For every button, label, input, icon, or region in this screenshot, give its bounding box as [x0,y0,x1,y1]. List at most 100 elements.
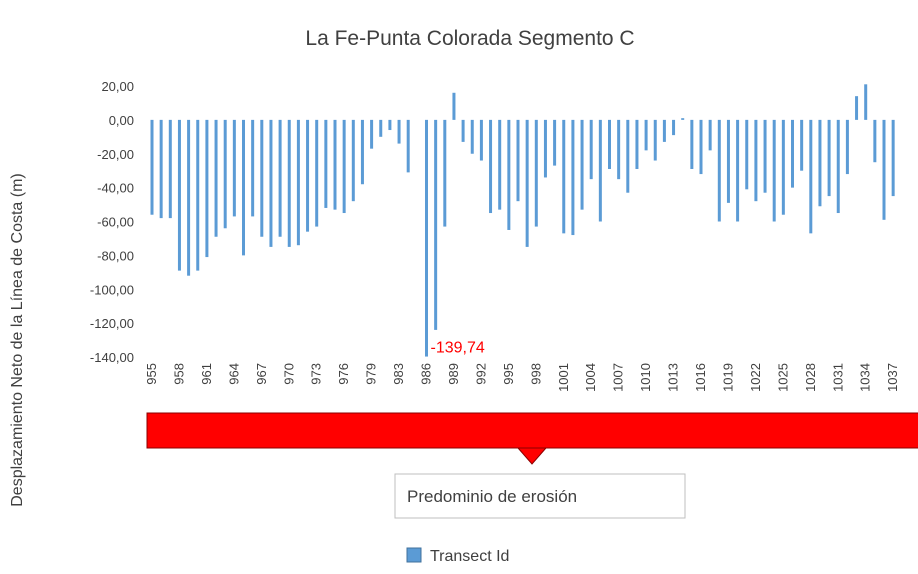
x-tick-label: 1010 [638,363,653,392]
x-tick-label: 1019 [720,363,735,392]
bar [177,119,181,271]
bar [699,119,703,175]
bar [562,119,566,234]
annotation-box [394,473,686,519]
bar [891,119,895,197]
bar [205,119,209,258]
bar [251,119,255,217]
legend-swatch [406,547,422,563]
x-tick-label: 983 [391,363,406,385]
x-tick-label: 1004 [583,363,598,392]
bar [525,119,529,247]
bar [214,119,218,237]
bar [196,119,200,271]
y-tick-label: -140,00 [90,350,134,365]
bar [406,119,410,173]
bar [653,119,657,161]
bar [187,119,191,276]
bar [672,119,676,136]
x-tick-label: 1001 [556,363,571,392]
x-tick-label: 992 [473,363,488,385]
bar [855,96,859,120]
bar [626,119,630,193]
bar [809,119,813,234]
bar [443,119,447,227]
bar [534,119,538,227]
bar [763,119,767,193]
bar [360,119,364,185]
bar [479,119,483,161]
bar [608,119,611,169]
bar [269,119,273,247]
bar [507,119,511,230]
bar [589,119,593,180]
bar [370,119,374,149]
bar [800,119,804,171]
bar [681,118,685,120]
y-tick-label: -120,00 [90,316,134,331]
bar [516,119,520,202]
x-tick-label: 1031 [830,363,845,392]
x-tick-label: 1028 [803,363,818,392]
x-tick-label: 973 [309,363,324,385]
x-tick-label: 1037 [885,363,900,392]
bar [864,84,868,120]
bar [791,119,794,188]
bar [434,119,438,330]
bar [845,119,849,175]
x-tick-label: 995 [501,363,516,385]
bar [452,92,456,120]
bar [781,119,785,215]
bar [461,119,465,142]
x-tick-label: 1016 [693,363,708,392]
erosion-band [146,412,918,449]
bar [388,119,392,131]
bar [278,119,282,237]
bar [617,119,621,180]
x-tick-label: 979 [364,363,379,385]
bar [315,119,319,227]
y-tick-label: 20,00 [101,79,134,94]
bar [873,119,877,163]
bar [425,119,428,357]
bar [827,119,831,197]
x-tick-label: 1007 [611,363,626,392]
x-tick-label: 958 [171,363,186,385]
bar [571,119,575,236]
x-tick-label: 976 [336,363,351,385]
x-tick-label: 1022 [748,363,763,392]
annotation: Predominio de erosión [407,487,577,506]
x-tick-label: 967 [254,363,269,385]
bar [242,119,245,256]
bar [379,119,383,137]
x-tick-label: 955 [144,363,159,385]
bar [882,119,886,220]
bar [333,119,337,210]
bar [287,119,291,247]
bar [260,119,264,237]
bar [717,119,721,222]
bar [726,119,730,203]
bar [351,119,355,202]
bar [342,119,346,214]
y-tick-label: -60,00 [97,215,134,230]
bar [489,119,493,214]
arrow [516,447,548,465]
x-tick-label: 961 [199,363,214,385]
bar [498,119,502,210]
bar [543,119,547,178]
chart-title: La Fe-Punta Colorada Segmento C [305,27,634,50]
bar [553,119,557,166]
y-axis-label: Desplazamiento Neto de la Línea de Costa… [9,173,26,507]
y-tick-label: -40,00 [97,181,134,196]
x-tick-label: 1013 [666,363,681,392]
x-tick-label: 964 [226,363,241,385]
x-tick-label: 989 [446,363,461,385]
x-tick-label: 1025 [775,363,790,392]
bar [818,119,822,207]
bar [397,119,401,144]
bar [836,119,840,214]
y-tick-label: -100,00 [90,282,134,297]
bar [150,119,154,215]
